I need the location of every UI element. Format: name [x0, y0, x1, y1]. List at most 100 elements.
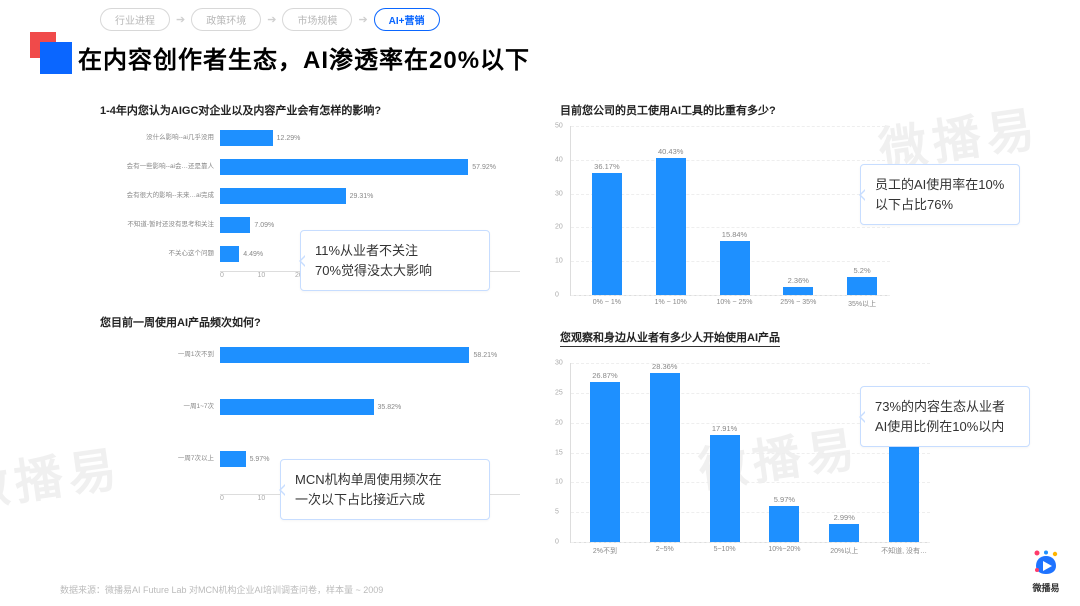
- bar-value: 2.99%: [829, 513, 859, 522]
- bar-value: 57.92%: [468, 159, 496, 175]
- y-tick: 15: [555, 449, 563, 456]
- vbar-area: 0102030405036.17%0% ~ 1%40.43%1% ~ 10%15…: [570, 126, 890, 296]
- bar-label: 没什么影响--ai几乎没用: [100, 134, 220, 142]
- x-label: 5~10%: [695, 546, 755, 553]
- brand-logo: 微播易: [1032, 550, 1060, 594]
- y-tick: 30: [555, 360, 563, 367]
- x-label: 0% ~ 1%: [577, 299, 637, 306]
- y-tick: 20: [555, 419, 563, 426]
- bar-fill: 2.99%: [829, 524, 859, 542]
- logo-text: 微播易: [1032, 581, 1060, 594]
- bar-label: 不关心这个问题: [100, 250, 220, 258]
- bar-fill: 5.2%: [847, 277, 877, 295]
- bar-label: 一周1~7次: [100, 403, 220, 411]
- x-label: 2~5%: [635, 546, 695, 553]
- bar-fill: [220, 399, 374, 415]
- gridline: [571, 160, 890, 161]
- x-label: 10% ~ 25%: [705, 299, 765, 306]
- x-label: 35%以上: [832, 299, 892, 309]
- bar-fill: 5.97%: [769, 506, 799, 542]
- hbar-row: 会有很大的影响--未来…ai完成 29.31%: [100, 184, 530, 208]
- bar-fill: [220, 347, 469, 363]
- bar-value: 2.36%: [783, 276, 813, 285]
- gridline: [571, 542, 930, 543]
- bar-fill: 28.36%: [650, 373, 680, 542]
- chart-weekly-frequency: 您目前一周使用AI产品频次如何? 一周1次不到 58.21% 一周1~7次 35.82…: [100, 314, 530, 502]
- data-source-footer: 数据来源：微播易AI Future Lab 对MCN机构企业AI培训调查问卷，样…: [60, 583, 383, 596]
- bar-fill: [220, 217, 250, 233]
- bar-fill: [220, 246, 239, 262]
- page-title: 在内容创作者生态，AI渗透率在20%以下: [78, 40, 530, 75]
- arrow-icon: ➔: [176, 13, 185, 26]
- y-tick: 25: [555, 389, 563, 396]
- gridline: [571, 295, 890, 296]
- bar-value: 58.21%: [469, 347, 497, 363]
- bar-value: 26.87%: [590, 371, 620, 380]
- bar-fill: 2.36%: [783, 287, 813, 295]
- chart-title: 您目前一周使用AI产品频次如何?: [100, 314, 530, 330]
- chart-aigc-impact: 1-4年内您认为AIGC对企业以及内容产业会有怎样的影响? 没什么影响--ai几…: [100, 102, 530, 279]
- nav-chip: 政策环境: [191, 8, 261, 31]
- arrow-icon: ➔: [267, 13, 276, 26]
- arrow-icon: ➔: [358, 13, 367, 26]
- y-tick: 10: [555, 258, 563, 265]
- bar-value: 12.29%: [273, 130, 301, 146]
- bar-value: 28.36%: [650, 362, 680, 371]
- callout-impact: 11%从业者不关注70%觉得没太大影响: [300, 230, 490, 291]
- bar-value: 29.31%: [346, 188, 374, 204]
- gridline: [571, 126, 890, 127]
- gridline: [571, 453, 930, 454]
- play-logo-icon: [1032, 550, 1060, 574]
- bar-label: 一周7次以上: [100, 455, 220, 463]
- bar-fill: [220, 188, 346, 204]
- callout-peer: 73%的内容生态从业者AI使用比例在10%以内: [860, 386, 1030, 447]
- chart-peer-usage: 您观察和身边从业者有多少人开始使用AI产品 05101520253026.87%…: [560, 328, 1020, 543]
- x-label: 20%以上: [814, 546, 874, 556]
- gridline: [571, 482, 930, 483]
- y-tick: 0: [555, 539, 559, 546]
- bar-value: 5.97%: [246, 451, 270, 467]
- chart-title: 目前您公司的员工使用AI工具的比重有多少?: [560, 102, 1020, 118]
- hbar-row: 会有一些影响--ai会…还是靠人 57.92%: [100, 155, 530, 179]
- bar-value: 7.09%: [250, 217, 274, 233]
- bar-value: 4.49%: [239, 246, 263, 262]
- bar-label: 一周1次不到: [100, 351, 220, 359]
- bar-value: 17.91%: [710, 424, 740, 433]
- callout-employee: 员工的AI使用率在10%以下占比76%: [860, 164, 1020, 225]
- chart-employee-usage: 目前您公司的员工使用AI工具的比重有多少? 0102030405036.17%0…: [560, 102, 1020, 296]
- bar-fill: 17.91%: [889, 435, 919, 542]
- axis-tick: 0: [220, 495, 258, 502]
- y-tick: 0: [555, 292, 559, 299]
- bar-fill: [220, 130, 273, 146]
- y-tick: 50: [555, 123, 563, 130]
- chart-title: 1-4年内您认为AIGC对企业以及内容产业会有怎样的影响?: [100, 102, 530, 118]
- axis-tick: 0: [220, 272, 258, 279]
- bar-label: 会有一些影响--ai会…还是靠人: [100, 163, 220, 171]
- x-label: 不知道, 没有…: [874, 546, 934, 556]
- y-tick: 40: [555, 156, 563, 163]
- gridline: [571, 512, 930, 513]
- bar-fill: [220, 159, 468, 175]
- bar-value: 36.17%: [592, 162, 622, 171]
- bar-value: 5.97%: [769, 495, 799, 504]
- bar-value: 40.43%: [656, 147, 686, 156]
- x-label: 2%不到: [575, 546, 635, 556]
- hbar-row: 一周1~7次 35.82%: [100, 390, 530, 424]
- chart-title: 您观察和身边从业者有多少人开始使用AI产品: [560, 329, 780, 347]
- bar-fill: [220, 451, 246, 467]
- x-label: 10%~20%: [754, 546, 814, 553]
- axis-tick: 10: [258, 272, 296, 279]
- x-label: 1% ~ 10%: [641, 299, 701, 306]
- bar-value: 35.82%: [374, 399, 402, 415]
- y-tick: 30: [555, 190, 563, 197]
- hbar-row: 一周1次不到 58.21%: [100, 338, 530, 372]
- bar-label: 不知道-暂时还没有思考和关注: [100, 221, 220, 229]
- callout-frequency: MCN机构单周使用频次在一次以下占比接近六成: [280, 459, 490, 520]
- bar-fill: 17.91%: [710, 435, 740, 542]
- bar-fill: 40.43%: [656, 158, 686, 295]
- nav-chip-active: AI+营销: [374, 8, 440, 31]
- y-tick: 20: [555, 224, 563, 231]
- bar-value: 5.2%: [847, 266, 877, 275]
- bar-label: 会有很大的影响--未来…ai完成: [100, 192, 220, 200]
- gridline: [571, 363, 930, 364]
